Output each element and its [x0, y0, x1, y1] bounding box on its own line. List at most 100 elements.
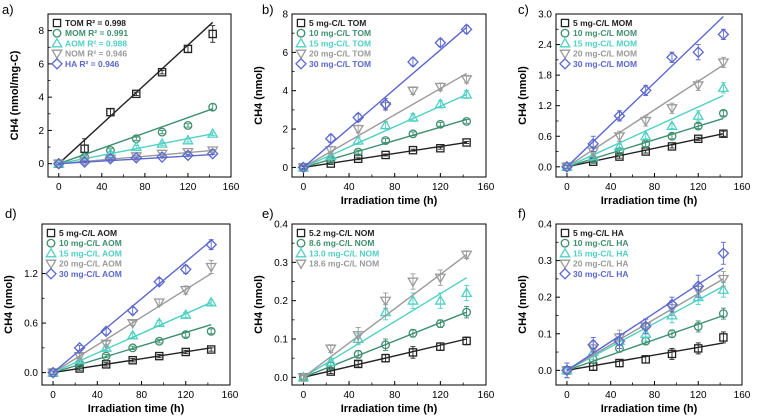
y-axis-label: CH4 (nmol/mg-C): [9, 50, 21, 140]
data-point: [182, 134, 194, 145]
data-point: [154, 336, 164, 346]
data-point: [408, 145, 418, 155]
legend-marker: [296, 238, 306, 248]
x-tick-label: 160: [478, 182, 495, 193]
legend-label: 10 mg-C/L MOM: [573, 28, 637, 38]
data-point: [156, 151, 169, 163]
x-tick-label: 80: [649, 182, 661, 193]
series-1: [298, 116, 472, 172]
data-point: [462, 307, 472, 317]
x-tick-label: 160: [222, 390, 239, 401]
y-tick-label: 3.0: [538, 10, 552, 21]
data-point: [47, 368, 59, 379]
x-tick-label: 160: [223, 182, 240, 193]
data-point: [183, 44, 193, 54]
data-point: [352, 111, 365, 124]
data-point: [352, 331, 365, 342]
data-point: [179, 263, 192, 276]
series-0: [299, 336, 471, 382]
legend-marker: [296, 18, 306, 28]
y-tick-label: 0.1: [274, 335, 288, 346]
data-point: [179, 308, 192, 319]
series-4: [297, 23, 473, 174]
legend-label: 8.6 mg-C/L NOM: [309, 238, 375, 248]
data-point: [205, 296, 218, 307]
data-point: [587, 338, 600, 351]
data-point: [561, 160, 573, 173]
series-4: [561, 16, 730, 173]
fit-line: [566, 285, 724, 371]
panel-a: a) 0 40 80 120 160 0 2 4 6 8 CH4 (nmol/mg-C) TOM R² …: [2, 2, 240, 193]
panel-label: c): [518, 2, 529, 17]
data-point: [639, 130, 652, 141]
y-tick-label: 0.0: [538, 366, 552, 377]
data-point: [719, 333, 728, 342]
data-point: [692, 46, 705, 59]
data-point: [183, 120, 193, 130]
y-axis-label: CH4 (nmol): [253, 66, 265, 125]
data-point: [667, 142, 677, 151]
y-tick-label: 0.0: [538, 162, 552, 173]
data-point: [104, 152, 117, 165]
data-point: [462, 138, 471, 147]
legend-label: TOM R² = 0.998: [65, 18, 126, 28]
y-tick-label: 1.8: [538, 71, 552, 82]
data-point: [435, 319, 445, 329]
data-point: [153, 275, 166, 288]
data-point: [100, 325, 113, 338]
data-point: [80, 144, 89, 153]
data-point: [693, 322, 703, 331]
data-point: [718, 309, 728, 319]
data-point: [460, 250, 473, 261]
x-tick-label: 40: [343, 182, 355, 193]
data-point: [717, 81, 730, 92]
data-point: [205, 238, 218, 251]
panel-b: b) 0 40 80 120 160 0 2 4 6 8 Irradiation time (h) CH…: [253, 2, 495, 207]
legend-marker: [559, 37, 571, 48]
fit-line: [302, 254, 468, 378]
data-point: [435, 119, 445, 129]
x-tick-label: 120: [690, 390, 707, 401]
y-tick-label: 2.4: [538, 40, 552, 51]
data-point: [719, 129, 728, 138]
data-point: [641, 355, 650, 364]
data-point: [130, 141, 143, 152]
plot-frame: [291, 223, 487, 386]
legend-marker: [51, 37, 63, 48]
data-point: [667, 329, 677, 339]
data-point: [352, 134, 365, 145]
data-point: [717, 283, 730, 294]
legend-label: NOM R² = 0.946: [65, 49, 127, 59]
y-tick-label: 0.4: [538, 220, 552, 231]
y-tick-label: 0.0: [274, 373, 288, 384]
legend-label: MOM R² = 0.991: [65, 28, 128, 38]
data-point: [436, 143, 445, 153]
y-tick-label: 1.2: [24, 269, 38, 280]
plot-frame: [291, 13, 487, 178]
data-point: [100, 341, 112, 352]
data-point: [78, 156, 91, 168]
data-point: [407, 56, 419, 68]
legend-marker: [559, 57, 571, 70]
data-point: [639, 320, 652, 333]
y-tick-label: 4: [282, 86, 288, 97]
data-point: [205, 262, 218, 273]
legend-marker: [295, 37, 307, 48]
data-point: [460, 287, 473, 298]
legend-label: 5 mg-C/L AOM: [59, 228, 117, 238]
data-point: [324, 356, 337, 367]
data-point: [717, 247, 730, 260]
x-axis-label: Irradiation time (h): [341, 403, 438, 415]
data-point: [666, 104, 678, 115]
data-point: [324, 344, 337, 355]
data-point: [206, 345, 216, 354]
legend-marker: [559, 49, 571, 60]
legend-marker: [45, 247, 57, 258]
data-point: [181, 347, 191, 357]
data-point: [208, 29, 217, 39]
data-point: [462, 336, 471, 346]
x-tick-label: 0: [301, 182, 307, 193]
x-tick-label: 40: [92, 390, 104, 401]
data-point: [639, 84, 652, 97]
y-axis-label: CH4 (nmol): [253, 275, 265, 334]
